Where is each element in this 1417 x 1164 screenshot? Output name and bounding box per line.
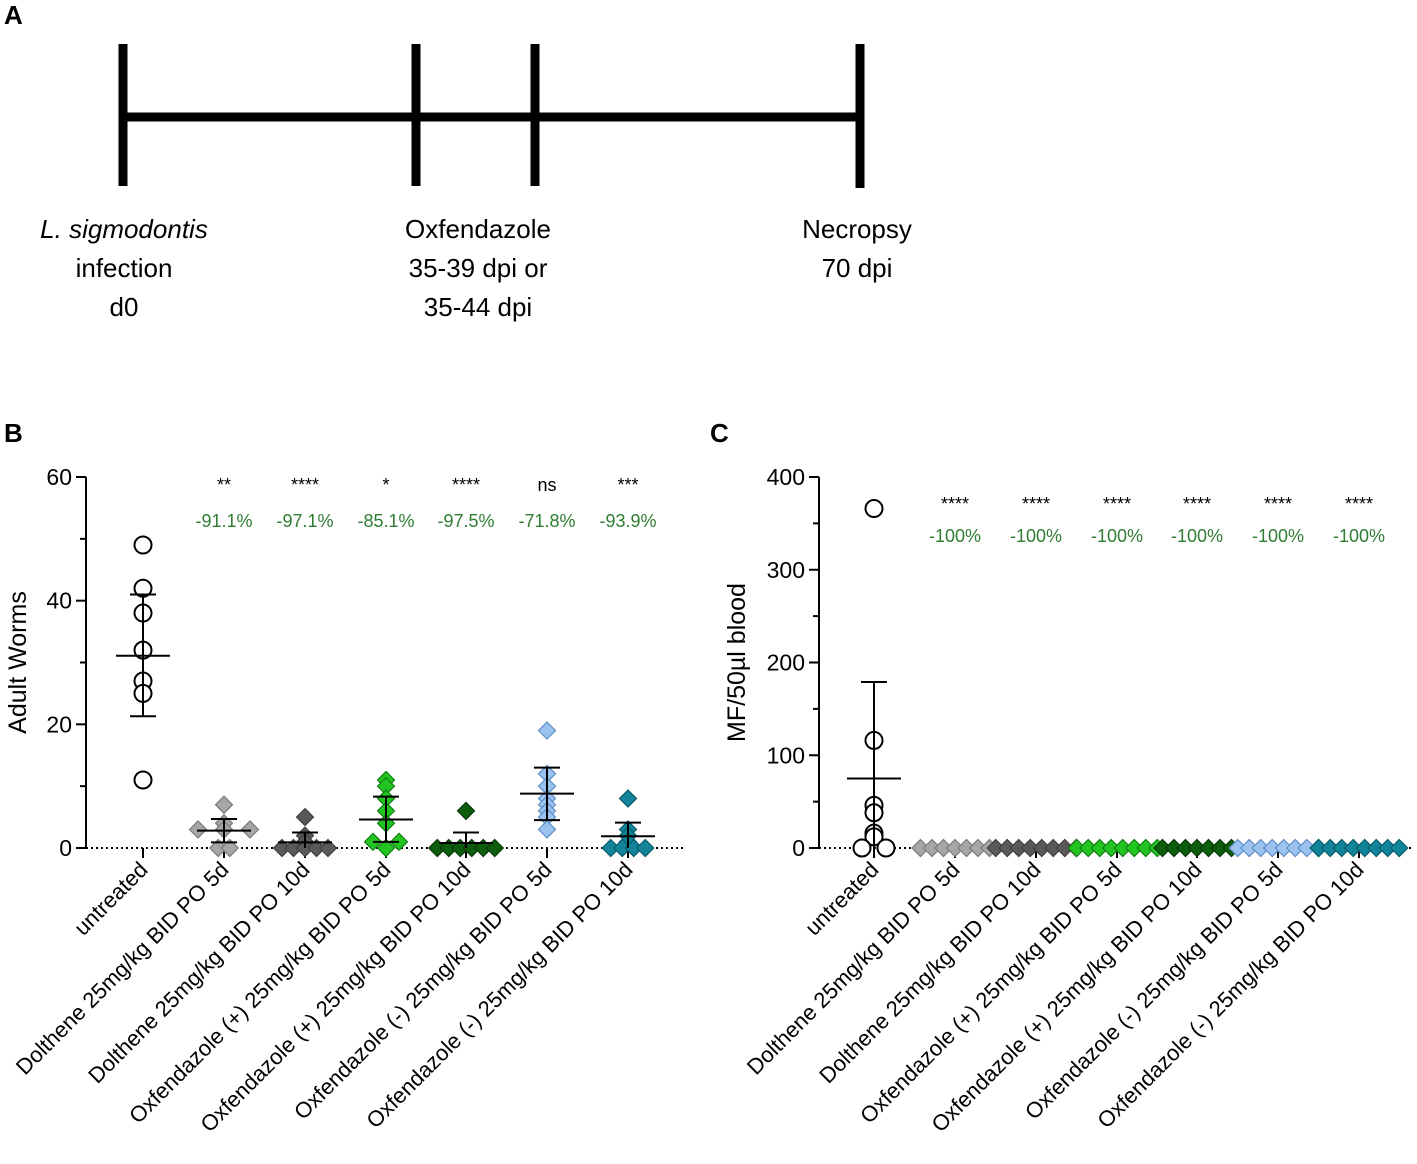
data-point — [214, 795, 234, 815]
y-tick-label: 300 — [767, 557, 805, 583]
timeline-label-line: 35-39 dpi or — [409, 253, 548, 283]
y-tick-label: 60 — [46, 464, 72, 490]
timeline-label-line: L. sigmodontis — [40, 214, 208, 244]
reduction-label: -100% — [1171, 526, 1223, 546]
significance-label: **** — [1345, 494, 1373, 514]
timeline-label-line: Necropsy — [802, 214, 912, 244]
timeline-label-oxfendazole: Oxfendazole 35-39 dpi or 35-44 dpi — [405, 214, 551, 322]
reduction-label: -91.1% — [195, 511, 252, 531]
data-point — [1389, 838, 1409, 858]
y-tick-label: 0 — [792, 835, 805, 861]
data-point — [318, 838, 338, 858]
data-point — [376, 838, 396, 858]
reduction-label: -100% — [1333, 526, 1385, 546]
data-point — [295, 807, 315, 827]
data-point — [456, 801, 476, 821]
panel-b-letter: B — [4, 418, 23, 448]
data-point — [188, 820, 208, 839]
significance-label: **** — [1183, 494, 1211, 514]
significance-label: **** — [291, 475, 319, 495]
data-point — [537, 721, 557, 740]
data-point — [864, 499, 884, 519]
reduction-label: -100% — [1252, 526, 1304, 546]
timeline-label-line: infection — [76, 253, 173, 283]
panel-c-letter: C — [710, 418, 729, 448]
significance-label: **** — [941, 494, 969, 514]
significance-label: *** — [617, 475, 638, 495]
significance-label: ns — [537, 475, 556, 495]
significance-label: * — [382, 475, 389, 495]
category-label: untreated — [800, 857, 883, 940]
y-tick-label: 0 — [59, 835, 72, 861]
timeline-label-infection: L. sigmodontis infection d0 — [40, 214, 208, 322]
y-tick-label: 40 — [46, 588, 72, 614]
data-point — [852, 838, 872, 858]
reduction-label: -93.9% — [599, 511, 656, 531]
significance-label: **** — [452, 475, 480, 495]
y-tick-label: 200 — [767, 650, 805, 676]
y-tick-label: 100 — [767, 742, 805, 768]
significance-label: ** — [217, 475, 231, 495]
significance-label: **** — [1022, 494, 1050, 514]
reduction-label: -85.1% — [357, 511, 414, 531]
reduction-label: -97.5% — [437, 511, 494, 531]
y-axis-title: Adult Worms — [4, 591, 32, 734]
timeline-label-line: d0 — [110, 292, 139, 322]
timeline: L. sigmodontis infection d0 Oxfendazole … — [40, 44, 912, 322]
y-axis-title: MF/50µl blood — [723, 583, 751, 742]
data-point — [485, 838, 505, 858]
data-point — [220, 838, 240, 858]
timeline-label-necropsy: Necropsy 70 dpi — [802, 214, 912, 283]
data-point — [537, 820, 557, 839]
significance-label: **** — [1103, 494, 1131, 514]
data-point — [240, 820, 260, 839]
category-label: untreated — [69, 857, 152, 940]
significance-label: **** — [1264, 494, 1292, 514]
reduction-label: -97.1% — [276, 511, 333, 531]
reduction-label: -100% — [1091, 526, 1143, 546]
data-point — [618, 789, 638, 808]
y-tick-label: 20 — [46, 711, 72, 737]
timeline-label-line: 70 dpi — [822, 253, 893, 283]
data-point — [133, 770, 153, 790]
y-tick-label: 400 — [767, 464, 805, 490]
panel-a-letter: A — [4, 0, 23, 30]
data-point — [635, 838, 655, 858]
data-point — [876, 838, 896, 858]
timeline-label-line: Oxfendazole — [405, 214, 551, 244]
reduction-label: -71.8% — [518, 511, 575, 531]
reduction-label: -100% — [929, 526, 981, 546]
timeline-label-line: 35-44 dpi — [424, 292, 532, 322]
data-point — [133, 535, 153, 555]
reduction-label: -100% — [1010, 526, 1062, 546]
